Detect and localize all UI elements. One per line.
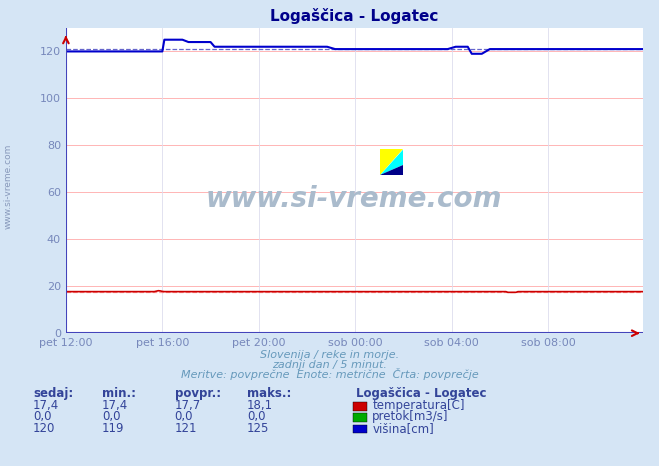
Text: 120: 120 bbox=[33, 422, 55, 435]
Text: 17,4: 17,4 bbox=[102, 399, 129, 412]
Text: 0,0: 0,0 bbox=[247, 411, 266, 423]
Text: 0,0: 0,0 bbox=[33, 411, 51, 423]
Polygon shape bbox=[380, 150, 403, 175]
Text: min.:: min.: bbox=[102, 387, 136, 400]
Text: 17,4: 17,4 bbox=[33, 399, 59, 412]
Text: 17,7: 17,7 bbox=[175, 399, 201, 412]
Text: Logaščica - Logatec: Logaščica - Logatec bbox=[356, 387, 486, 400]
Text: zadnji dan / 5 minut.: zadnji dan / 5 minut. bbox=[272, 360, 387, 370]
Text: 0,0: 0,0 bbox=[102, 411, 121, 423]
Text: 125: 125 bbox=[247, 422, 270, 435]
Text: povpr.:: povpr.: bbox=[175, 387, 221, 400]
Text: sedaj:: sedaj: bbox=[33, 387, 73, 400]
Text: 0,0: 0,0 bbox=[175, 411, 193, 423]
Text: www.si-vreme.com: www.si-vreme.com bbox=[3, 144, 13, 229]
Text: www.si-vreme.com: www.si-vreme.com bbox=[206, 185, 502, 213]
Text: temperatura[C]: temperatura[C] bbox=[372, 399, 465, 412]
Text: maks.:: maks.: bbox=[247, 387, 291, 400]
Text: 119: 119 bbox=[102, 422, 125, 435]
Text: Meritve: povprečne  Enote: metrične  Črta: povprečje: Meritve: povprečne Enote: metrične Črta:… bbox=[181, 369, 478, 380]
Text: pretok[m3/s]: pretok[m3/s] bbox=[372, 411, 449, 423]
Text: 18,1: 18,1 bbox=[247, 399, 273, 412]
Text: višina[cm]: višina[cm] bbox=[372, 422, 434, 435]
Polygon shape bbox=[380, 150, 403, 175]
Text: Slovenija / reke in morje.: Slovenija / reke in morje. bbox=[260, 350, 399, 360]
Polygon shape bbox=[380, 165, 403, 175]
Title: Logaščica - Logatec: Logaščica - Logatec bbox=[270, 8, 438, 24]
Text: 121: 121 bbox=[175, 422, 197, 435]
